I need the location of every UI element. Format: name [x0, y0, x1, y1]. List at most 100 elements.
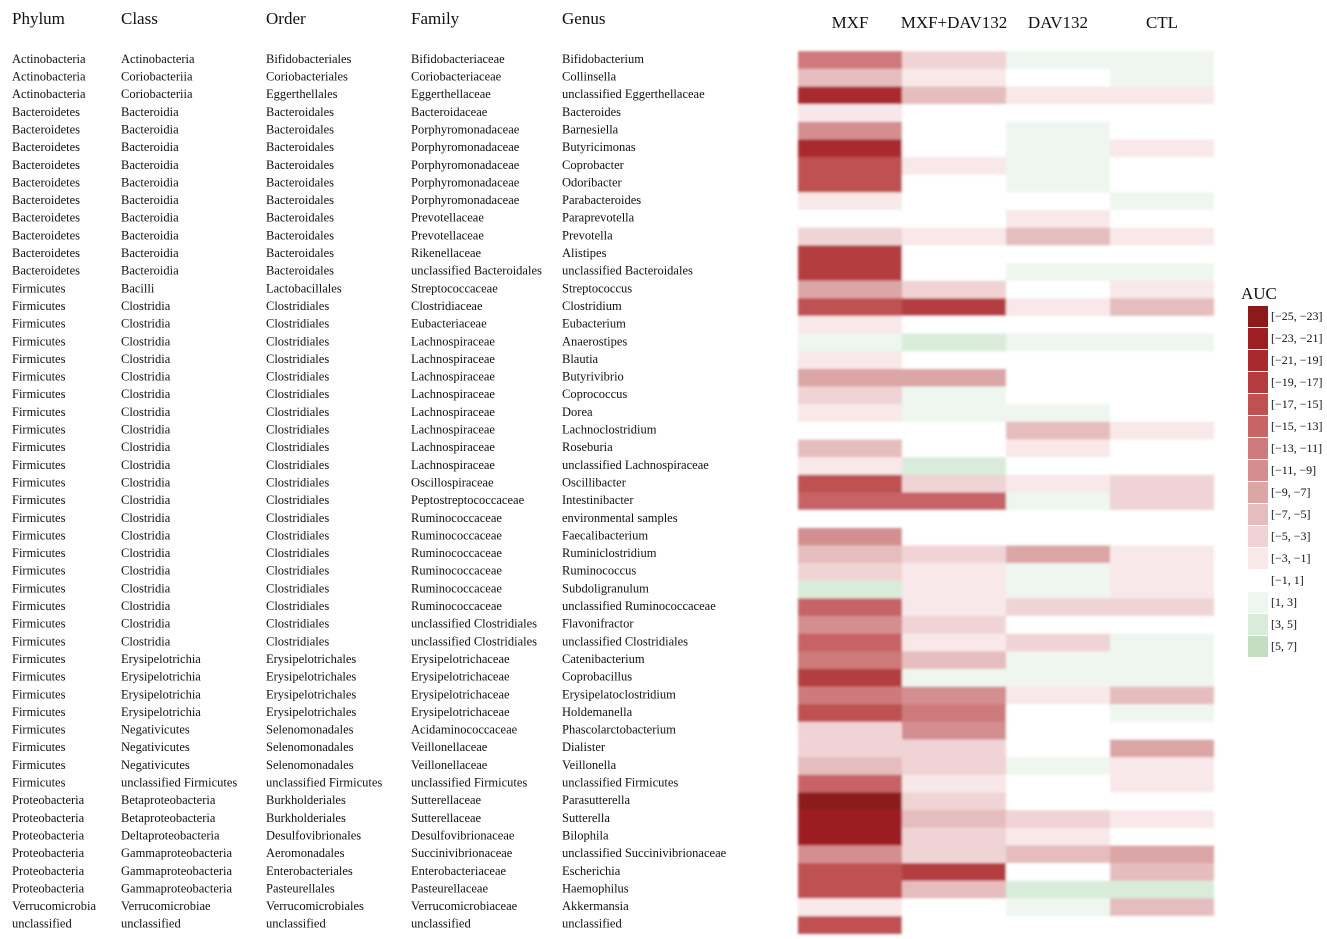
taxon-label: Oscillospiraceae	[411, 475, 494, 489]
taxon-label: Actinobacteria	[121, 52, 195, 66]
heat-cell	[1110, 421, 1214, 440]
heat-cell	[902, 545, 1006, 564]
heat-cell	[798, 174, 902, 193]
taxon-label: Clostridia	[121, 352, 171, 366]
heat-cell	[1006, 898, 1110, 917]
legend-label: [−7, −5]	[1271, 507, 1311, 521]
heat-cell	[1110, 827, 1214, 846]
heat-cell	[1006, 615, 1110, 634]
taxon-label: Firmicutes	[12, 758, 66, 772]
heat-cell	[1110, 351, 1214, 370]
taxon-label: Bacteroidetes	[12, 158, 80, 172]
heat-cell	[1110, 227, 1214, 246]
taxon-label: Coprobacillus	[562, 670, 632, 684]
heat-cell	[1006, 810, 1110, 829]
heat-cell	[798, 227, 902, 246]
heat-cell	[798, 51, 902, 70]
taxon-label: Bacteroidales	[266, 105, 334, 119]
legend-label: [5, 7]	[1271, 639, 1297, 653]
heat-cell	[1006, 368, 1110, 387]
heat-cell	[902, 598, 1006, 617]
taxon-label: Veillonellaceae	[411, 740, 488, 754]
taxon-label: Clostridia	[121, 493, 171, 507]
heat-cell	[798, 157, 902, 176]
taxon-label: unclassified	[266, 917, 326, 931]
taxon-label: Proteobacteria	[12, 793, 85, 807]
taxon-label: Firmicutes	[12, 687, 66, 701]
heat-cell	[1006, 457, 1110, 476]
taxon-label: Lachnospiraceae	[411, 440, 495, 454]
heat-cell	[1006, 721, 1110, 740]
taxon-label: Bacteroidales	[266, 175, 334, 189]
taxon-label: Bacteroidetes	[12, 105, 80, 119]
taxon-label: Ruminococcaceae	[411, 581, 502, 595]
taxon-label: unclassified Bacteroidales	[411, 264, 542, 278]
heat-cell	[1006, 121, 1110, 140]
column-header: Phylum	[12, 9, 65, 28]
taxon-label: Bifidobacterium	[562, 52, 644, 66]
heat-cell	[902, 68, 1006, 87]
taxon-label: Clostridia	[121, 511, 171, 525]
heat-cell	[1006, 668, 1110, 687]
column-header: Order	[266, 9, 306, 28]
heat-cell	[1006, 510, 1110, 529]
taxon-label: Bacteroidales	[266, 140, 334, 154]
taxon-label: Betaproteobacteria	[121, 793, 216, 807]
taxon-label: Clostridiales	[266, 511, 329, 525]
heat-cell	[1110, 739, 1214, 758]
legend-title: AUC	[1241, 284, 1277, 303]
taxon-label: Intestinibacter	[562, 493, 634, 507]
heat-cell	[902, 86, 1006, 105]
heat-cell	[1006, 739, 1110, 758]
heat-cell	[798, 704, 902, 723]
taxon-label: Selenomonadales	[266, 723, 354, 737]
heat-cell	[798, 104, 902, 123]
heat-cell	[1006, 474, 1110, 493]
taxon-label: Bifidobacteriales	[266, 52, 352, 66]
taxon-label: Alistipes	[562, 246, 607, 260]
taxon-label: Erysipelotrichia	[121, 705, 201, 719]
taxon-label: Haemophilus	[562, 881, 629, 895]
taxon-label: Firmicutes	[12, 776, 66, 790]
heat-cell	[902, 492, 1006, 511]
heat-cell	[902, 351, 1006, 370]
legend-label: [−17, −15]	[1271, 397, 1323, 411]
heat-cell	[798, 68, 902, 87]
taxon-label: Firmicutes	[12, 617, 66, 631]
taxon-label: Peptostreptococcaceae	[411, 493, 525, 507]
heat-cell	[798, 457, 902, 476]
taxon-label: Clostridiales	[266, 317, 329, 331]
heat-cell	[798, 598, 902, 617]
taxon-label: Bacteroidetes	[12, 211, 80, 225]
heat-cell	[1110, 527, 1214, 546]
taxon-label: Eubacteriaceae	[411, 317, 487, 331]
taxon-label: Catenibacterium	[562, 652, 645, 666]
taxon-label: Bacilli	[121, 281, 155, 295]
taxon-label: Desulfovibrionaceae	[411, 828, 515, 842]
taxon-label: Bacteroidales	[266, 193, 334, 207]
column-header: Family	[411, 9, 460, 28]
taxon-label: Acidaminococcaceae	[411, 723, 518, 737]
taxon-label: unclassified Succinivibrionaceae	[562, 846, 727, 860]
heat-cell	[798, 686, 902, 705]
taxon-label: Coprococcus	[562, 387, 627, 401]
heat-cell	[1110, 615, 1214, 634]
heat-cell	[1006, 51, 1110, 70]
legend-label: [−23, −21]	[1271, 331, 1323, 345]
taxon-label: Bacteroidia	[121, 140, 179, 154]
taxon-label: Clostridia	[121, 423, 171, 437]
taxon-label: Lachnospiraceae	[411, 370, 495, 384]
taxon-label: Porphyromonadaceae	[411, 193, 520, 207]
heat-cell	[1006, 774, 1110, 793]
taxon-label: Firmicutes	[12, 634, 66, 648]
heat-cell	[1110, 51, 1214, 70]
heat-cell	[1006, 192, 1110, 211]
taxon-label: Clostridiales	[266, 405, 329, 419]
heat-cell	[1006, 262, 1110, 281]
heat-cell	[798, 333, 902, 352]
taxon-label: Collinsella	[562, 70, 617, 84]
taxon-label: Gammaproteobacteria	[121, 881, 233, 895]
heat-cell	[1006, 563, 1110, 581]
taxon-label: Gammaproteobacteria	[121, 846, 233, 860]
